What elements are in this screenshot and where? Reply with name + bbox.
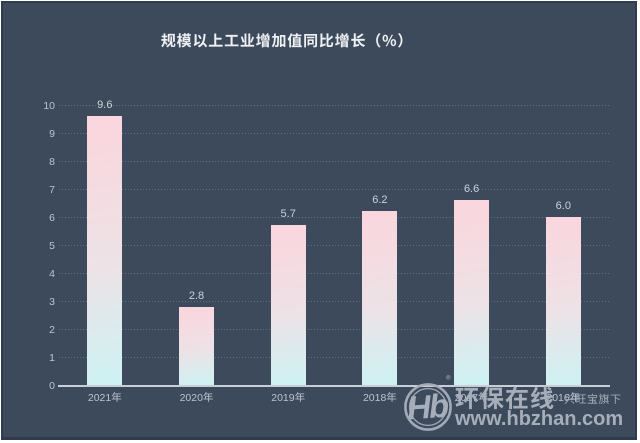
gridline	[59, 133, 609, 134]
gridline	[59, 189, 609, 190]
gridline	[59, 301, 609, 302]
gridline	[59, 329, 609, 330]
x-axis-tick-label: 2021年	[87, 390, 122, 405]
bar-2017年	[454, 200, 490, 385]
y-axis-tick-label: 7	[49, 181, 55, 197]
watermark-site-name: 环保在线	[455, 379, 555, 414]
y-axis-tick-label: 5	[49, 237, 55, 253]
bar-2020年	[179, 306, 214, 385]
watermark-site-url: www.hbzhan.com	[455, 402, 624, 431]
gridline	[59, 217, 609, 218]
watermark-logo-icon: Hb	[404, 383, 452, 431]
y-axis-tick-label: 2	[49, 321, 55, 337]
y-axis-tick-label: 1	[49, 349, 55, 365]
chart-title: 规模以上工业增加值同比增长（%）	[160, 30, 414, 51]
bar-value-label: 5.7	[280, 205, 296, 222]
bar-value-label: 9.6	[97, 96, 113, 113]
gridline	[59, 161, 609, 162]
gridline	[59, 105, 609, 106]
x-axis-tick-label: 2016年	[546, 390, 581, 405]
y-axis-tick-label: 0	[49, 377, 55, 393]
y-axis-tick-label: 4	[49, 265, 55, 281]
x-axis-tick-label: 2018年	[362, 390, 397, 405]
y-axis-tick-label: 9	[49, 125, 55, 141]
bar-value-label: 6.0	[555, 197, 571, 213]
bar-2016年	[545, 217, 581, 385]
bar-2021年	[87, 116, 123, 385]
watermark-affiliation: 兴旺宝旗下	[564, 391, 622, 407]
logo-outer-ring	[404, 383, 452, 431]
y-axis-tick-label: 10	[43, 97, 55, 113]
x-axis-line	[58, 384, 610, 387]
bar-value-label: 2.8	[188, 286, 205, 303]
x-axis-tick-label: 2017年	[454, 390, 489, 405]
registered-trademark-icon: ®	[446, 371, 451, 386]
watermark-logo-monogram: Hb	[406, 387, 450, 427]
gridline	[59, 357, 609, 358]
y-axis-tick-label: 6	[49, 209, 55, 225]
x-axis-tick-label: 2019年	[271, 390, 306, 405]
bar-value-label: 6.6	[463, 180, 480, 197]
bar-2019年	[270, 225, 306, 385]
x-axis-tick-label: 2020年	[179, 390, 214, 405]
bar-2018年	[362, 211, 398, 385]
logo-inner-ring	[408, 387, 448, 427]
gridline	[59, 245, 609, 246]
y-axis-tick-label: 3	[49, 293, 55, 309]
y-axis-tick-label: 8	[49, 153, 55, 169]
gridline	[59, 273, 609, 274]
bar-value-label: 6.2	[372, 191, 388, 208]
